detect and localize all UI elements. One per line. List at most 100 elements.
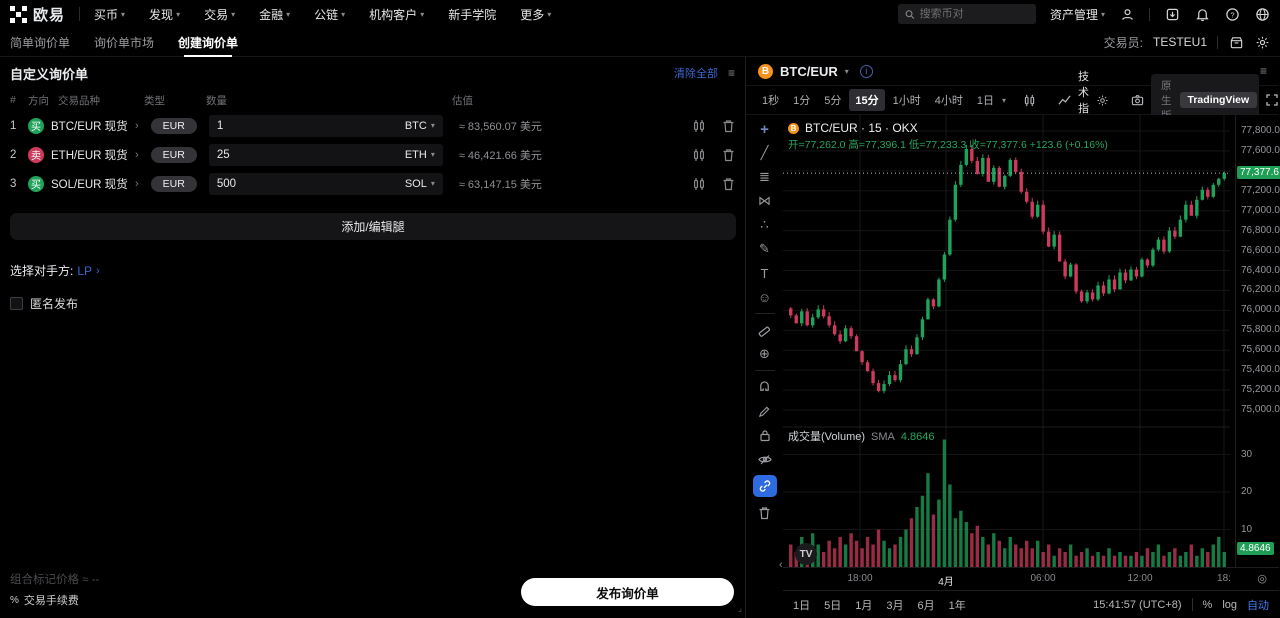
hide-drawings-eye-icon[interactable]: [754, 451, 776, 467]
clock[interactable]: 15:41:57 (UTC+8): [1093, 598, 1182, 611]
info-icon[interactable]: i: [859, 64, 873, 78]
delete-trash-icon[interactable]: [722, 148, 735, 162]
pay-currency-pill[interactable]: EUR: [150, 175, 197, 192]
chart-settings-gear-icon[interactable]: [1091, 94, 1114, 107]
range-6mo[interactable]: 6月: [917, 599, 935, 612]
interval-1d[interactable]: 1日: [976, 95, 994, 107]
crosshair-tool-icon[interactable]: +: [760, 120, 769, 138]
emoji-tool-icon[interactable]: ☺: [757, 289, 772, 305]
amount-field[interactable]: ETH▾: [208, 143, 443, 166]
interval-more-chevron-icon[interactable]: ▾: [1002, 95, 1007, 105]
amount-input[interactable]: [216, 119, 367, 132]
nav-finance[interactable]: 金融 ▾: [259, 7, 291, 22]
lock-drawings-icon[interactable]: [754, 427, 776, 443]
counterparty-value[interactable]: LP: [77, 263, 93, 278]
scroll-left-icon[interactable]: ‹: [779, 559, 783, 571]
add-edit-legs-button[interactable]: 添加/编辑腿: [10, 213, 736, 240]
chart-style-candles-icon[interactable]: [1018, 94, 1041, 107]
clear-all-button[interactable]: 清除全部: [673, 68, 718, 80]
chart-symbol[interactable]: BTC/EUR: [780, 63, 838, 79]
pay-currency-pill[interactable]: EUR: [150, 146, 197, 163]
nav-academy[interactable]: 新手学院: [448, 7, 497, 22]
amount-field[interactable]: BTC▾: [208, 114, 443, 137]
tab-create-rfq[interactable]: 创建询价单: [178, 28, 238, 57]
candlestick-plot[interactable]: B BTC/EUR · 15 · OKX 开=77,262.0 高=77,396…: [779, 115, 1230, 571]
amount-field[interactable]: SOL▾: [208, 172, 443, 195]
magnet-icon[interactable]: [754, 379, 776, 395]
pay-currency-pill[interactable]: EUR: [150, 117, 197, 134]
history-box-icon[interactable]: [1228, 34, 1244, 50]
range-1y[interactable]: 1年: [948, 599, 966, 612]
chart-canvas[interactable]: [783, 115, 1230, 567]
text-tool-icon[interactable]: T: [760, 265, 769, 281]
help-icon[interactable]: ?: [1224, 6, 1240, 22]
chart-legend-title[interactable]: BTC/EUR · 15 · OKX: [805, 121, 918, 135]
delete-trash-icon[interactable]: [722, 119, 735, 133]
user-icon[interactable]: [1119, 6, 1135, 22]
chevron-down-icon[interactable]: ▾: [844, 66, 849, 76]
chart-candles-icon[interactable]: [692, 119, 706, 133]
indicator-icon[interactable]: [1053, 94, 1076, 107]
nav-discover[interactable]: 发现 ▾: [149, 7, 181, 22]
publish-rfq-button[interactable]: 发布询价单: [521, 578, 734, 606]
volume-legend[interactable]: 成交量(Volume) SMA 4.8646: [788, 431, 935, 443]
range-3mo[interactable]: 3月: [886, 599, 904, 612]
auto-scale-button[interactable]: 自动: [1247, 599, 1269, 612]
remove-drawings-trash-icon[interactable]: [754, 505, 776, 521]
forecast-tool-icon[interactable]: ∴: [760, 217, 769, 232]
notifications-bell-icon[interactable]: [1194, 6, 1210, 22]
range-1d[interactable]: 1日: [793, 599, 811, 612]
okx-logo-icon[interactable]: [10, 5, 27, 23]
currency-select[interactable]: BTC ▾: [404, 119, 435, 132]
amount-input[interactable]: [216, 148, 367, 161]
download-app-icon[interactable]: [1164, 6, 1180, 22]
brush-tool-icon[interactable]: ✎: [759, 241, 770, 256]
nav-institutional[interactable]: 机构客户 ▾: [369, 7, 425, 22]
sync-link-icon[interactable]: [752, 475, 777, 497]
panel-resize-handle[interactable]: ⌟: [737, 603, 742, 613]
log-scale-button[interactable]: log: [1222, 598, 1237, 611]
currency-select[interactable]: SOL ▾: [404, 177, 435, 190]
time-axis[interactable]: ◎ 18:00 4月 06:00 12:00 18:: [783, 567, 1279, 590]
nav-buy-crypto[interactable]: 买币 ▾: [94, 7, 126, 22]
brand-name[interactable]: 欧易: [33, 6, 66, 24]
nav-more[interactable]: 更多 ▾: [520, 7, 552, 22]
assets-menu[interactable]: 资产管理 ▾: [1049, 7, 1105, 22]
range-5d[interactable]: 5日: [824, 599, 842, 612]
range-1mo[interactable]: 1月: [855, 599, 873, 612]
search-input[interactable]: [919, 8, 1029, 20]
interval-15m[interactable]: 15分: [849, 89, 885, 111]
chart-candles-icon[interactable]: [692, 177, 706, 191]
chart-candles-icon[interactable]: [692, 148, 706, 162]
price-axis[interactable]: 77,800.0 77,600.0 77,200.0 77,000.0 76,800.0…: [1235, 115, 1280, 567]
nav-trade[interactable]: 交易 ▾: [204, 7, 236, 22]
tradingview-mode-button[interactable]: TradingView: [1179, 92, 1258, 108]
tab-rfq-market[interactable]: 询价单市场: [94, 35, 155, 50]
chevron-right-icon[interactable]: ›: [135, 177, 139, 190]
screenshot-icon[interactable]: [1126, 94, 1149, 107]
search-box[interactable]: [897, 4, 1036, 24]
amount-input[interactable]: [216, 177, 367, 190]
chart-menu-icon[interactable]: ≡: [1259, 64, 1267, 78]
chevron-right-icon[interactable]: ›: [96, 264, 100, 277]
currency-select[interactable]: ETH ▾: [404, 148, 435, 161]
interval-1h[interactable]: 1小时: [892, 95, 921, 107]
fullscreen-icon[interactable]: [1261, 94, 1280, 106]
tab-simple-rfq[interactable]: 简单询价单: [10, 35, 71, 50]
anonymous-checkbox[interactable]: [10, 297, 23, 310]
chevron-right-icon[interactable]: ›: [135, 148, 139, 161]
interval-1s[interactable]: 1秒: [762, 95, 780, 107]
fib-lines-tool-icon[interactable]: ≣: [759, 169, 770, 184]
percent-scale-button[interactable]: %: [1202, 598, 1213, 611]
tradingview-logo[interactable]: TV: [795, 543, 817, 565]
measure-ruler-icon[interactable]: [754, 322, 776, 338]
nav-chain[interactable]: 公链 ▾: [314, 7, 346, 22]
chevron-right-icon[interactable]: ›: [135, 119, 139, 132]
interval-1m[interactable]: 1分: [793, 95, 811, 107]
language-globe-icon[interactable]: [1254, 6, 1270, 22]
interval-5m[interactable]: 5分: [824, 95, 842, 107]
delete-trash-icon[interactable]: [722, 177, 735, 191]
interval-4h[interactable]: 4小时: [934, 95, 963, 107]
pattern-tool-icon[interactable]: ⋈: [758, 193, 771, 208]
settings-gear-icon[interactable]: [1254, 34, 1270, 50]
